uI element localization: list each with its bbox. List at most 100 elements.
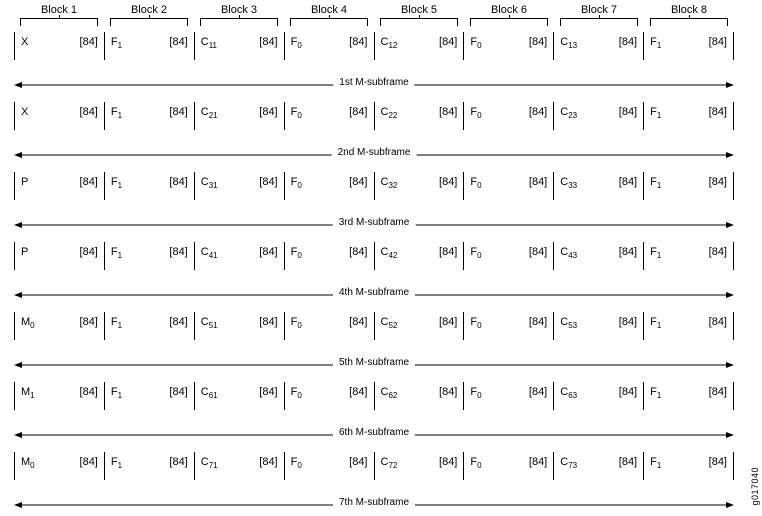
cell-size: [84]: [709, 386, 727, 398]
cell-size: [84]: [259, 106, 277, 118]
cell-size: [84]: [619, 386, 637, 398]
subframe-span: 2nd M-subframe: [14, 142, 734, 160]
cell: C12[84]: [374, 32, 464, 60]
cell-symbol: C43: [560, 246, 577, 260]
cells: P[84]F1[84]C41[84]F0[84]C42[84]F0[84]C43…: [14, 242, 734, 270]
cell-symbol: F0: [470, 316, 481, 330]
cell-size: [84]: [439, 386, 457, 398]
cell-size: [84]: [259, 456, 277, 468]
cell-size: [84]: [169, 36, 187, 48]
figure-id: g017040: [750, 467, 760, 506]
subframe-span: 4th M-subframe: [14, 282, 734, 300]
cell-symbol: F0: [470, 176, 481, 190]
cells: X[84]F1[84]C21[84]F0[84]C22[84]F0[84]C23…: [14, 102, 734, 130]
subframe-label: 5th M-subframe: [333, 357, 415, 368]
cell: F1 [84]: [104, 312, 194, 340]
cell: X[84]: [14, 102, 104, 130]
subframe-row: M0[84]F1[84]C71[84]F0[84]C72[84]F0[84]C7…: [10, 452, 750, 516]
cell: F0[84]: [284, 452, 374, 480]
cell-symbol: C51: [201, 316, 218, 330]
subframe-label: 2nd M-subframe: [332, 147, 417, 158]
cell-symbol: M0: [21, 456, 35, 470]
cell-symbol: C42: [381, 246, 398, 260]
cell: F1[84]: [104, 102, 194, 130]
cell: F0[84]: [463, 382, 553, 410]
cell-size: [84]: [349, 36, 367, 48]
cell-symbol: C72: [381, 456, 398, 470]
subframe-row: X[84]F1[84]C21[84]F0[84]C22[84]F0[84]C23…: [10, 102, 750, 166]
cell-symbol: F0: [291, 246, 302, 260]
cell: P[84]: [14, 242, 104, 270]
cell-size: [84]: [709, 36, 727, 48]
cell-size: [84]: [439, 106, 457, 118]
cell-size: [84]: [259, 246, 277, 258]
cell-size: [84]: [349, 386, 367, 398]
cell-symbol: F1: [111, 456, 122, 470]
cell-size: [84]: [709, 176, 727, 188]
cell: C63 [84]: [553, 382, 643, 410]
cell-size: [84]: [80, 316, 98, 328]
block-header: Block 3: [194, 4, 284, 26]
cell-size: [84]: [349, 246, 367, 258]
cell: M1[84]: [14, 382, 104, 410]
cell: F1[84]: [643, 32, 733, 60]
cell-symbol: F1: [111, 316, 122, 330]
cell-size: [84]: [439, 246, 457, 258]
cell-size: [84]: [439, 316, 457, 328]
cell-size: [84]: [709, 246, 727, 258]
cell: C43[84]: [553, 242, 643, 270]
cell-size: [84]: [80, 456, 98, 468]
cell-size: [84]: [709, 456, 727, 468]
block-bracket: [200, 18, 278, 26]
cell-symbol: F1: [650, 176, 661, 190]
subframe-label: 7th M-subframe: [333, 497, 415, 508]
cell: F1[84]: [104, 172, 194, 200]
block-header: Block 7: [554, 4, 644, 26]
cell-symbol: C71: [201, 456, 218, 470]
cell: F1[84]: [643, 102, 733, 130]
cell: P[84]: [14, 172, 104, 200]
subframe-span: 6th M-subframe: [14, 422, 734, 440]
cell: F0[84]: [284, 102, 374, 130]
subframe-row: M1[84]F1[84]C61[84]F0[84]C62[84]F0[84]C6…: [10, 382, 750, 446]
cell: C22[84]: [374, 102, 464, 130]
cell-symbol: F0: [291, 316, 302, 330]
cell: C33[84]: [553, 172, 643, 200]
cells: P[84]F1[84]C31[84]F0[84]C32[84]F0[84]C33…: [14, 172, 734, 200]
cell-symbol: F0: [470, 36, 481, 50]
cell-symbol: C52: [381, 316, 398, 330]
cell-symbol: F1: [111, 246, 122, 260]
cell-symbol: C12: [381, 36, 398, 50]
cell: C51[84]: [194, 312, 284, 340]
cell: F1 [84]: [643, 172, 733, 200]
cell-size: [84]: [619, 456, 637, 468]
cell: F0[84]: [463, 242, 553, 270]
cell-size: [84]: [709, 316, 727, 328]
cell: C73[84]: [553, 452, 643, 480]
cell-symbol: C41: [201, 246, 218, 260]
block-header: Block 6: [464, 4, 554, 26]
cell-symbol: X: [21, 106, 28, 118]
cells: X[84]F1[84]C11[84]F0[84]C12[84]F0[84]C13…: [14, 32, 734, 60]
subframe-label: 3rd M-subframe: [333, 217, 416, 228]
cell: F0[84]: [284, 312, 374, 340]
cell-size: [84]: [169, 316, 187, 328]
cell: C23[84]: [553, 102, 643, 130]
cell-size: [84]: [619, 176, 637, 188]
cell-symbol: F1: [111, 106, 122, 120]
cell-size: [84]: [619, 106, 637, 118]
cell-size: [84]: [529, 176, 547, 188]
cell: C61[84]: [194, 382, 284, 410]
cell-symbol: F0: [291, 176, 302, 190]
cell-symbol: X: [21, 36, 28, 48]
block-header: Block 8: [644, 4, 734, 26]
cell-symbol: P: [21, 246, 28, 258]
block-header: Block 5: [374, 4, 464, 26]
cell-symbol: C63: [560, 386, 577, 400]
cell: C31[84]: [194, 172, 284, 200]
cell-size: [84]: [529, 246, 547, 258]
cell-symbol: M0: [21, 316, 35, 330]
block-bracket: [470, 18, 548, 26]
cell: C11[84]: [194, 32, 284, 60]
cell-size: [84]: [169, 456, 187, 468]
